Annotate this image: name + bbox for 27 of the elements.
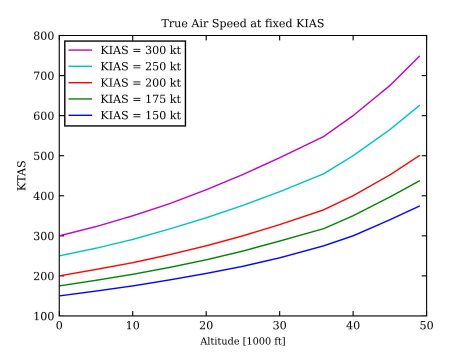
y-tick-label: 400 [34,192,54,200]
line-series [59,205,420,297]
y-tick-label: 100 [34,312,54,320]
legend-label: KIAS = 150 kt [100,110,181,120]
y-axis-title: KTAS [17,161,26,190]
x-tick-label: 10 [127,321,140,330]
line-series [59,155,420,277]
line-series [59,180,420,287]
y-tick-label: 700 [34,72,54,80]
legend-label: KIAS = 175 kt [100,94,181,104]
x-tick-label: 50 [420,321,433,330]
legend-label: KIAS = 300 kt [100,46,181,54]
line-series [59,56,420,237]
y-tick-label: 200 [34,272,54,280]
x-tick-label: 0 [56,321,62,330]
y-tick-label: 600 [34,112,54,120]
x-tick-label: 30 [273,321,286,330]
line-series [59,104,420,257]
x-tick-label: 40 [346,321,360,330]
y-tick-label: 300 [34,232,54,240]
chart-title: True Air Speed at fixed KIAS [162,18,324,30]
x-axis-title: Altitude [1000 ft] [200,337,285,346]
legend-label: KIAS = 250 kt [100,62,181,70]
x-tick-label: 20 [200,321,213,330]
legend-label: KIAS = 200 kt [100,78,181,87]
y-tick-label: 800 [34,31,54,40]
y-tick-label: 500 [34,152,54,160]
